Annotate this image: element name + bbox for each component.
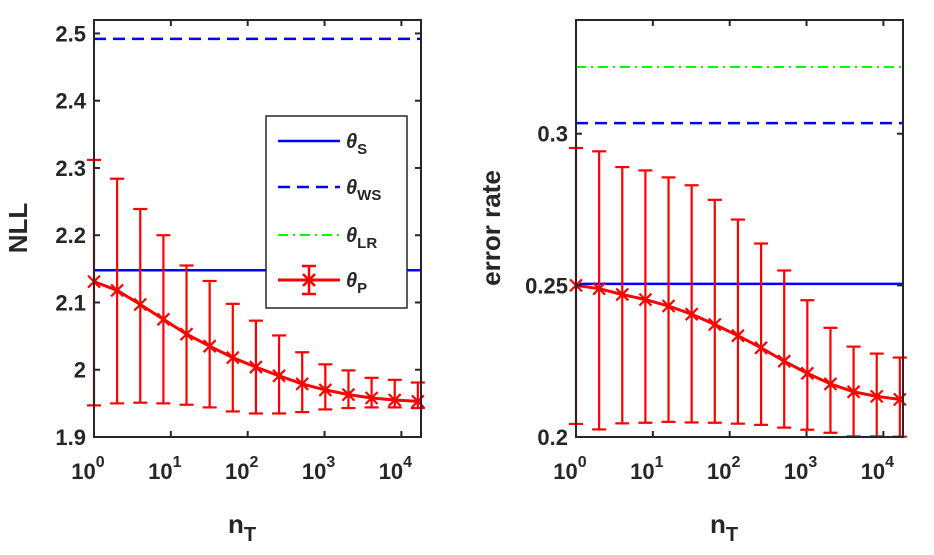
legend-label-lr: θLR [346, 225, 377, 252]
error-rate-chart: 0.2 0.25 0.3 100 101 102 103 104 error rate nT [476, 19, 907, 546]
nll-data-point [226, 350, 240, 365]
error-rate-y-tick-label: 0.2 [537, 425, 568, 450]
error-rate-data-point [731, 328, 745, 343]
error-rate-y-tick-label: 0.3 [537, 122, 568, 147]
legend-entry-s: θS [278, 131, 367, 158]
nll-y-axis-label: NLL [3, 203, 33, 254]
error-rate-data-point [800, 366, 815, 381]
nll-x-tick-label: 102 [225, 454, 258, 484]
nll-plot-frame [93, 19, 422, 438]
legend-label-s: θS [346, 131, 367, 158]
nll-y-tick-label: 2.3 [55, 156, 86, 181]
legend-entry-ws: θWS [278, 177, 381, 204]
legend-label-ws: θWS [346, 177, 381, 204]
error-rate-data-point [661, 299, 676, 313]
error-rate-data-point [823, 377, 838, 391]
legend-label-p: θP [346, 270, 367, 297]
nll-x-tick-label: 104 [379, 454, 412, 484]
nll-data-point [387, 393, 402, 407]
nll-y-tick-label: 2.2 [55, 223, 86, 248]
nll-y-tick-label: 2.4 [55, 89, 86, 114]
error-rate-x-tick-label: 101 [630, 454, 663, 484]
nll-data-point [295, 377, 309, 391]
nll-x-tick-label: 100 [71, 454, 104, 484]
nll-y-tick-label: 2.5 [55, 21, 86, 46]
nll-data-point [133, 297, 148, 312]
error-rate-x-tick-label: 104 [861, 454, 894, 484]
nll-x-tick-label: 101 [148, 454, 181, 484]
legend: θS θWS θLR θP [265, 115, 408, 309]
error-rate-data-point [684, 307, 699, 321]
error-rate-x-tick-label: 103 [784, 454, 817, 484]
error-rate-y-axis-label: error rate [476, 170, 506, 286]
nll-data-point [318, 383, 333, 397]
nll-x-axis-label: nT [228, 509, 256, 546]
error-rate-data-point [592, 281, 606, 296]
nll-data-point [249, 360, 263, 374]
nll-data-point [272, 369, 286, 383]
nll-data-point [179, 327, 194, 341]
legend-entry-lr: θLR [278, 225, 377, 252]
error-rate-data-point [777, 354, 791, 368]
error-rate-data-point [754, 341, 768, 355]
error-rate-data-point [615, 287, 630, 302]
legend-entry-p: θP [278, 264, 367, 297]
error-rate-y-tick-label: 0.25 [525, 273, 568, 298]
nll-x-tick-label: 103 [302, 454, 335, 484]
error-rate-data-point [846, 385, 861, 399]
nll-data-point [341, 387, 356, 402]
legend-swatch-p-marker [302, 273, 316, 287]
nll-data-point [110, 283, 124, 298]
nll-data-point [156, 312, 171, 327]
error-rate-data-point [869, 389, 884, 404]
error-rate-plot-frame [575, 19, 904, 438]
error-rate-x-tick-label: 100 [553, 454, 586, 484]
nll-y-tick-label: 2.1 [55, 290, 86, 315]
nll-data-point [202, 339, 217, 353]
error-rate-x-tick-label: 102 [707, 454, 740, 484]
nll-chart: 1.9 2 2.1 2.2 2.3 2.4 2.5 100 101 102 103 104 NLL n… [3, 19, 425, 546]
nll-y-tick-label: 2 [74, 358, 86, 383]
error-rate-data-point [638, 292, 653, 307]
error-rate-x-axis-label: nT [710, 509, 738, 546]
nll-y-tick-label: 1.9 [55, 425, 86, 450]
legend-box [265, 115, 408, 309]
error-rate-data-point [708, 317, 722, 332]
nll-data-point [364, 391, 379, 405]
